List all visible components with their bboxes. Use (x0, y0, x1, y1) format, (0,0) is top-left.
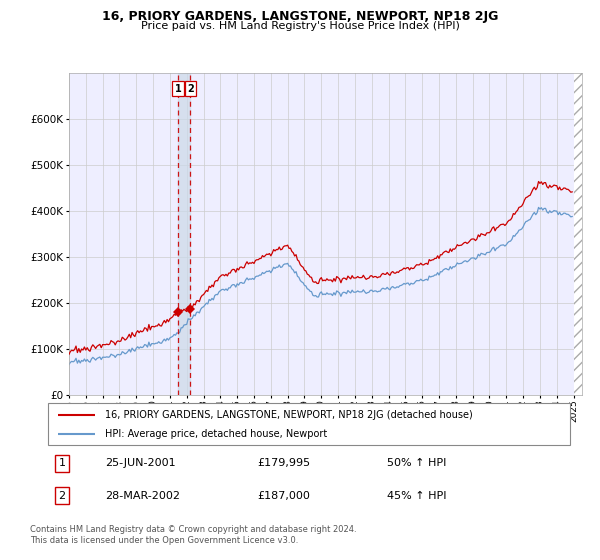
Text: 1: 1 (58, 459, 65, 468)
Text: 2: 2 (58, 491, 65, 501)
Text: 2: 2 (187, 84, 194, 94)
Text: Contains HM Land Registry data © Crown copyright and database right 2024.
This d: Contains HM Land Registry data © Crown c… (30, 525, 356, 545)
Text: 45% ↑ HPI: 45% ↑ HPI (388, 491, 447, 501)
Text: HPI: Average price, detached house, Newport: HPI: Average price, detached house, Newp… (106, 429, 328, 439)
Text: Price paid vs. HM Land Registry's House Price Index (HPI): Price paid vs. HM Land Registry's House … (140, 21, 460, 31)
Text: 16, PRIORY GARDENS, LANGSTONE, NEWPORT, NP18 2JG (detached house): 16, PRIORY GARDENS, LANGSTONE, NEWPORT, … (106, 409, 473, 419)
Text: 50% ↑ HPI: 50% ↑ HPI (388, 459, 446, 468)
FancyBboxPatch shape (48, 403, 570, 445)
Text: £179,995: £179,995 (257, 459, 310, 468)
Text: 25-JUN-2001: 25-JUN-2001 (106, 459, 176, 468)
Text: 1: 1 (175, 84, 181, 94)
Bar (178, 73, 190, 395)
Text: 16, PRIORY GARDENS, LANGSTONE, NEWPORT, NP18 2JG: 16, PRIORY GARDENS, LANGSTONE, NEWPORT, … (102, 10, 498, 23)
Bar (574, 73, 582, 395)
Text: 28-MAR-2002: 28-MAR-2002 (106, 491, 181, 501)
Text: £187,000: £187,000 (257, 491, 310, 501)
